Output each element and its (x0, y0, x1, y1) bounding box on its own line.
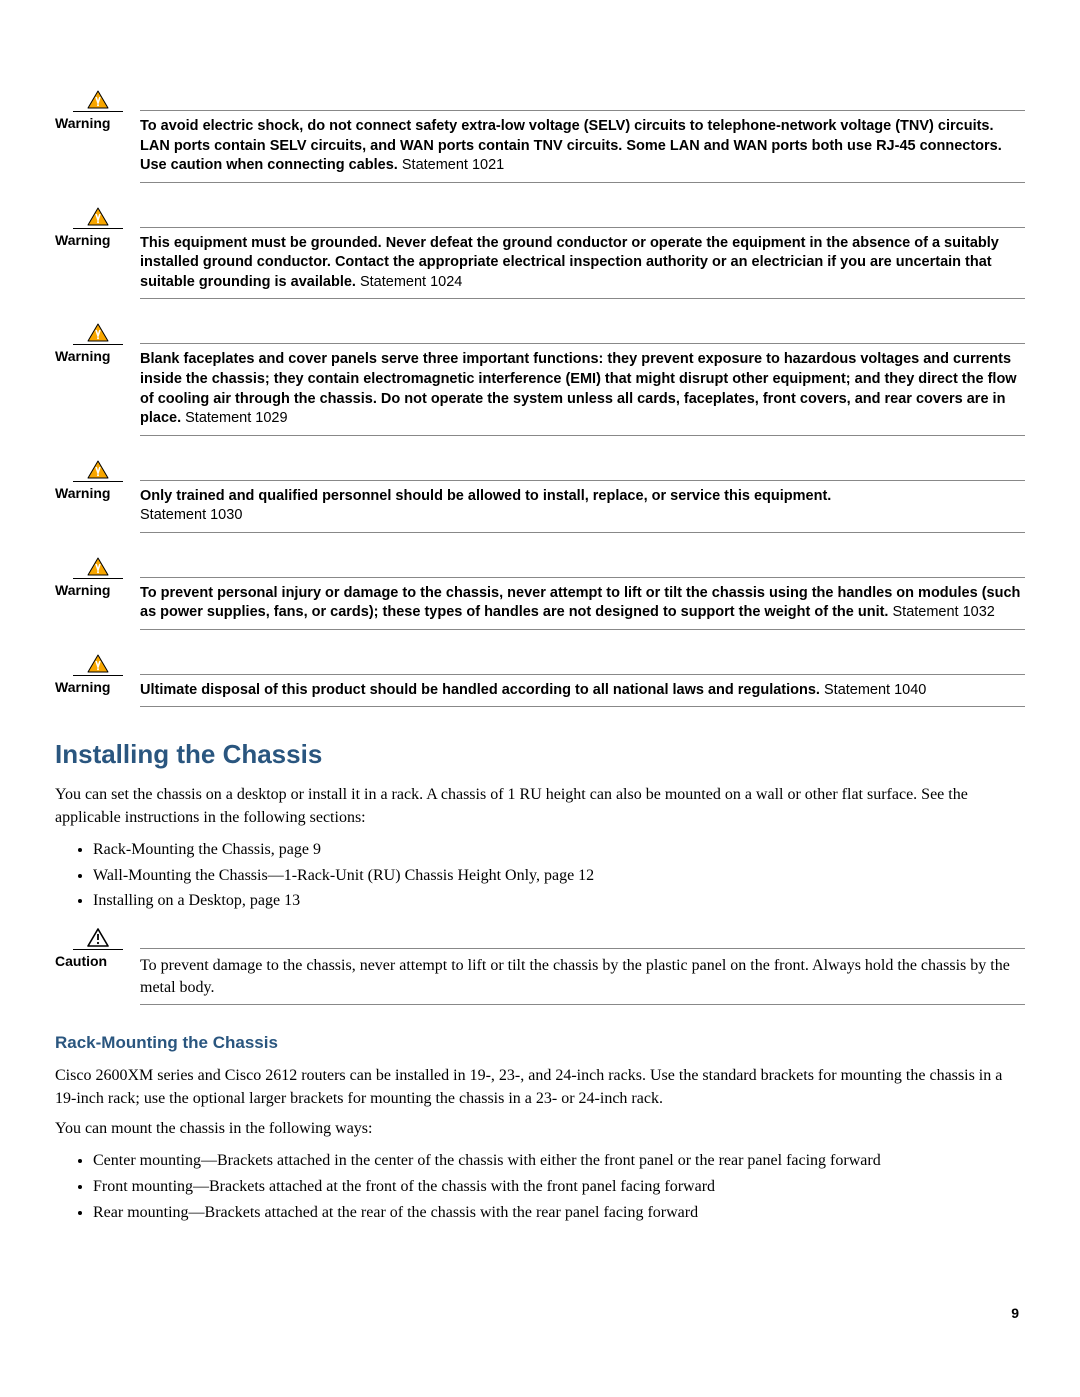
warning-icon (55, 557, 140, 576)
warning-icon (55, 323, 140, 342)
list-item: Front mounting—Brackets attached at the … (93, 1174, 1025, 1200)
section-links-list: Rack-Mounting the Chassis, page 9Wall-Mo… (55, 837, 1025, 914)
list-item: Rack-Mounting the Chassis, page 9 (93, 837, 1025, 863)
warning-text: Ultimate disposal of this product should… (140, 681, 1025, 701)
warning-icon (55, 207, 140, 226)
page: Warning To avoid electric shock, do not … (0, 0, 1080, 1361)
warning-icon (55, 654, 140, 673)
warning-statement: Statement 1040 (820, 682, 926, 698)
warning-statement: Statement 1032 (888, 604, 994, 620)
warning-text: To avoid electric shock, do not connect … (140, 117, 1025, 176)
warning-label: Warning (55, 348, 140, 364)
warning-block: Warning Blank faceplates and cover panel… (55, 323, 1025, 435)
warning-statement: Statement 1029 (181, 410, 287, 426)
caution-icon (55, 928, 140, 947)
caution-block: Caution To prevent damage to the chassis… (55, 928, 1025, 1005)
list-item: Rear mounting—Brackets attached at the r… (93, 1200, 1025, 1226)
section-intro: You can set the chassis on a desktop or … (55, 784, 1025, 829)
warning-statement: Statement 1030 (140, 507, 242, 523)
warning-block: Warning To avoid electric shock, do not … (55, 90, 1025, 183)
section-title: Installing the Chassis (55, 739, 1025, 770)
warning-block: Warning This equipment must be grounded.… (55, 207, 1025, 300)
warning-icon (55, 460, 140, 479)
warning-statement: Statement 1024 (356, 274, 462, 290)
list-item: Center mounting—Brackets attached in the… (93, 1148, 1025, 1174)
warning-icon (55, 90, 140, 109)
caution-text: To prevent damage to the chassis, never … (140, 955, 1025, 998)
warning-label: Warning (55, 485, 140, 501)
list-item: Wall-Mounting the Chassis—1-Rack-Unit (R… (93, 863, 1025, 889)
warning-text: This equipment must be grounded. Never d… (140, 234, 1025, 293)
list-item: Installing on a Desktop, page 13 (93, 888, 1025, 914)
warning-label: Warning (55, 582, 140, 598)
warning-label: Warning (55, 115, 140, 131)
warning-label: Warning (55, 232, 140, 248)
warning-text: Only trained and qualified personnel sho… (140, 487, 1025, 526)
page-number: 9 (55, 1305, 1025, 1321)
warning-block: Warning Only trained and qualified perso… (55, 460, 1025, 533)
warning-block: Warning Ultimate disposal of this produc… (55, 654, 1025, 708)
subsection-p1: Cisco 2600XM series and Cisco 2612 route… (55, 1065, 1025, 1110)
warning-text: To prevent personal injury or damage to … (140, 584, 1025, 623)
warning-text: Blank faceplates and cover panels serve … (140, 350, 1025, 428)
caution-label: Caution (55, 953, 140, 969)
subsection-p2: You can mount the chassis in the followi… (55, 1118, 1025, 1140)
subsection-title: Rack-Mounting the Chassis (55, 1033, 1025, 1053)
warnings-container: Warning To avoid electric shock, do not … (55, 90, 1025, 707)
subsection-bullets: Center mounting—Brackets attached in the… (55, 1148, 1025, 1225)
warning-statement: Statement 1021 (398, 157, 504, 173)
warning-label: Warning (55, 679, 140, 695)
warning-block: Warning To prevent personal injury or da… (55, 557, 1025, 630)
